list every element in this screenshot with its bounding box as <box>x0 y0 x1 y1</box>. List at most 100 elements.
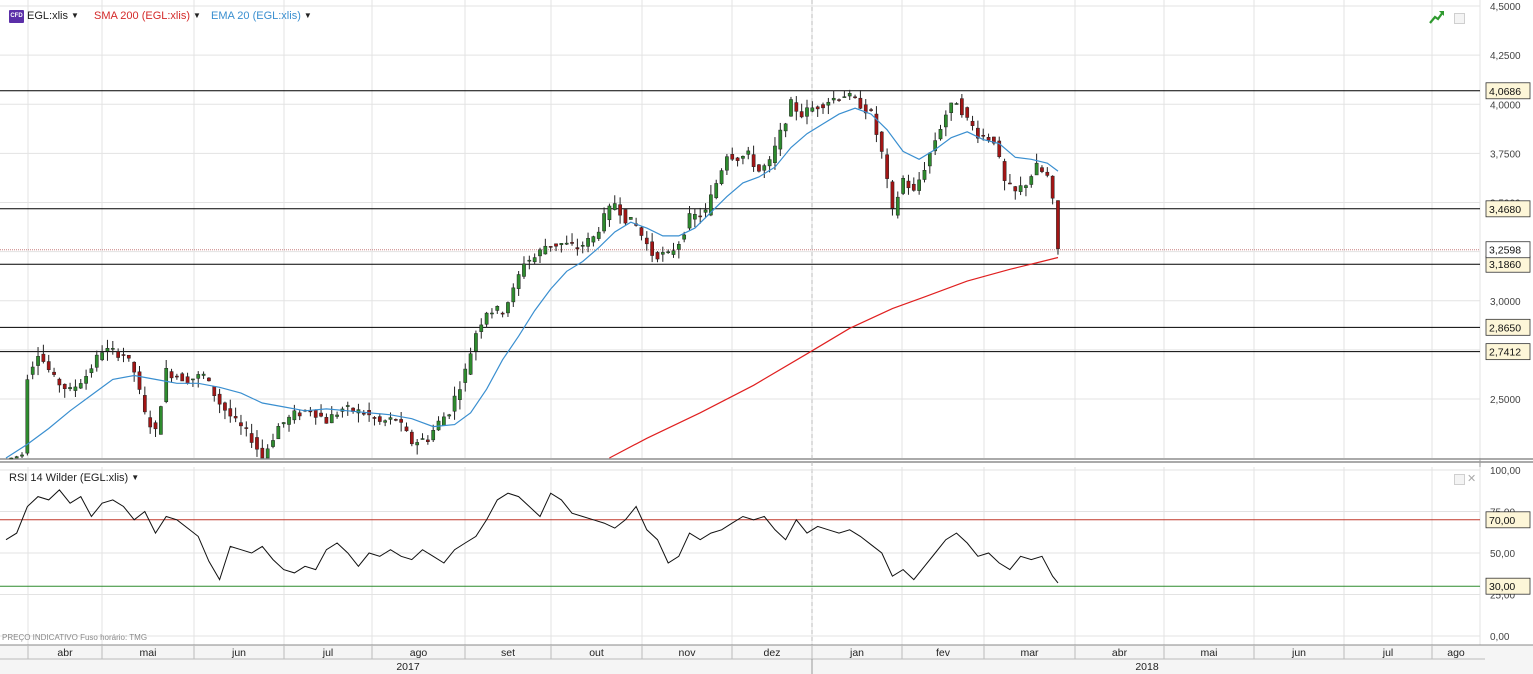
candle-body <box>426 439 430 442</box>
candle-body <box>468 353 473 375</box>
candle-body <box>885 154 889 179</box>
candle-body <box>175 375 179 378</box>
close-rsi-panel-icon[interactable]: ✕ <box>1467 473 1477 485</box>
candle-body <box>960 98 964 116</box>
candle-body <box>858 97 863 109</box>
candle-body <box>570 242 574 244</box>
candle-body <box>9 457 14 460</box>
ema-indicator-selector[interactable]: EMA 20 (EGL:xlis) ▼ <box>211 9 312 23</box>
rsi-reference-tag <box>1485 577 1531 595</box>
candle-body <box>345 405 350 407</box>
month-label: jul <box>322 647 334 659</box>
candle-body <box>393 419 398 421</box>
price-level-tag <box>1485 200 1531 218</box>
rsi-indicator-selector[interactable]: RSI 14 Wilder (EGL:xlis) ▼ <box>9 471 139 485</box>
candle-body <box>746 150 751 155</box>
price-tick-label: 2,5000 <box>1490 395 1521 406</box>
candle-body <box>490 312 494 315</box>
candle-body <box>223 402 227 411</box>
candle-body <box>442 416 446 426</box>
candle-body <box>458 389 462 400</box>
candle-body <box>287 416 291 425</box>
rsi-reference-label: 30,00 <box>1489 581 1515 593</box>
candle-body <box>564 242 569 245</box>
maximize-rsi-panel-button[interactable] <box>1454 474 1465 485</box>
candle-body <box>73 386 78 391</box>
candle-body <box>14 456 19 459</box>
candle-body <box>826 101 831 106</box>
price-tick-label: 4,5000 <box>1490 2 1521 13</box>
chevron-down-icon: ▼ <box>131 473 140 482</box>
candle-body <box>751 154 756 167</box>
candle-body <box>212 386 217 396</box>
ticker-selector[interactable]: CFD EGL:xlis ▼ <box>9 9 79 23</box>
candle-body <box>36 356 40 366</box>
candle-body <box>20 454 24 457</box>
candle-body <box>554 243 558 247</box>
candle-body <box>762 165 767 171</box>
rsi-reference-tag <box>1485 511 1531 529</box>
candle-body <box>842 96 847 98</box>
candle-body <box>671 250 676 255</box>
candle-body <box>522 263 526 277</box>
candle-body <box>767 159 772 167</box>
candle-body <box>319 412 323 417</box>
candle-body <box>383 420 387 423</box>
chevron-down-icon: ▼ <box>192 11 201 20</box>
candle-body <box>399 419 404 423</box>
candle-body <box>57 378 62 386</box>
month-label: jun <box>231 647 246 659</box>
price-disclaimer: PREÇO INDICATIVO Fuso horário: TMG <box>2 633 148 642</box>
sma-label: SMA 200 (EGL:xlis) <box>94 10 190 22</box>
candle-body <box>997 140 1002 157</box>
candle-body <box>159 406 163 435</box>
candle-body <box>543 245 548 255</box>
candle-body <box>126 354 131 359</box>
candle-body <box>847 93 852 97</box>
candle-body <box>906 180 911 189</box>
candle-body <box>917 179 921 191</box>
month-label: mai <box>1201 647 1218 659</box>
candle-body <box>153 422 158 430</box>
month-label: mai <box>140 647 157 659</box>
candle-body <box>586 238 590 247</box>
candle-body <box>244 427 249 429</box>
candle-body <box>292 410 297 421</box>
month-label: jun <box>1291 647 1306 659</box>
candle-body <box>575 247 580 250</box>
candle-body <box>121 354 126 356</box>
rsi-label: RSI 14 Wilder (EGL:xlis) <box>9 472 129 484</box>
candle-body <box>580 245 585 247</box>
rsi-tick-label: 50,00 <box>1490 549 1515 560</box>
candle-body <box>602 213 606 232</box>
candle-body <box>180 373 185 382</box>
candle-body <box>890 181 895 209</box>
month-label: dez <box>764 647 781 659</box>
candle-body <box>185 376 190 384</box>
trend-up-icon[interactable] <box>1429 9 1445 25</box>
candle-body <box>25 379 30 454</box>
candle-body <box>976 127 980 139</box>
price-level-label: 3,1860 <box>1489 259 1521 271</box>
candle-body <box>447 414 452 417</box>
last-price-tag <box>1485 241 1531 259</box>
candle-body <box>618 204 622 216</box>
candle-body <box>933 140 938 152</box>
candle-body <box>698 215 703 218</box>
candle-body <box>805 107 809 117</box>
candle-body <box>757 164 761 172</box>
maximize-panel-button[interactable] <box>1454 13 1465 24</box>
candle-body <box>388 417 393 420</box>
candle-body <box>911 183 916 191</box>
candle-body <box>778 129 783 150</box>
candle-body <box>52 371 56 375</box>
sma-indicator-selector[interactable]: SMA 200 (EGL:xlis) ▼ <box>94 9 201 23</box>
chevron-down-icon: ▼ <box>303 11 312 20</box>
price-level-label: 2,7412 <box>1489 347 1521 359</box>
candle-body <box>783 123 788 132</box>
candle-body <box>719 170 724 184</box>
price-level-label: 3,4680 <box>1489 204 1521 216</box>
candle-body <box>89 368 94 374</box>
candle-body <box>276 426 281 440</box>
